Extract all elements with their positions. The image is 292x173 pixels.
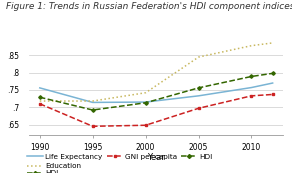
Legend: HDI: HDI xyxy=(27,170,58,173)
Text: Figure 1: Trends in Russian Federation's HDI component indices 1990-2012: Figure 1: Trends in Russian Federation's… xyxy=(6,2,292,11)
X-axis label: Year: Year xyxy=(147,153,165,162)
Legend: Life Expectancy, Education, GNI per capita, HDI: Life Expectancy, Education, GNI per capi… xyxy=(27,154,212,169)
